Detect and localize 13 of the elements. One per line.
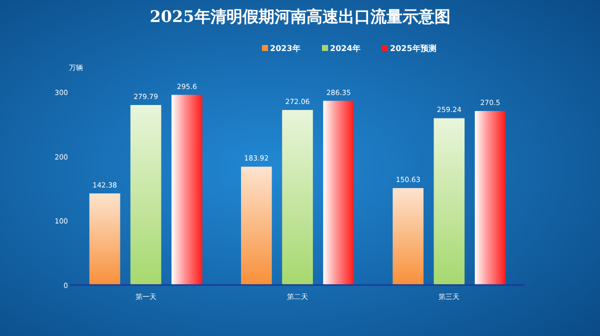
bar: [172, 94, 202, 285]
bar: [474, 110, 506, 285]
bar: [392, 188, 424, 285]
legend-label: 2025年预测: [390, 44, 436, 53]
legend-label: 2023年: [270, 44, 300, 53]
bar: [89, 193, 120, 285]
chart-title: 2025年清明假期河南高速出口流量示意图: [150, 7, 450, 26]
bar: [130, 105, 162, 285]
legend-label: 2024年: [330, 44, 360, 53]
bar: [434, 118, 465, 285]
bar: [323, 100, 354, 285]
bar: [241, 166, 272, 285]
bar: [282, 110, 313, 285]
